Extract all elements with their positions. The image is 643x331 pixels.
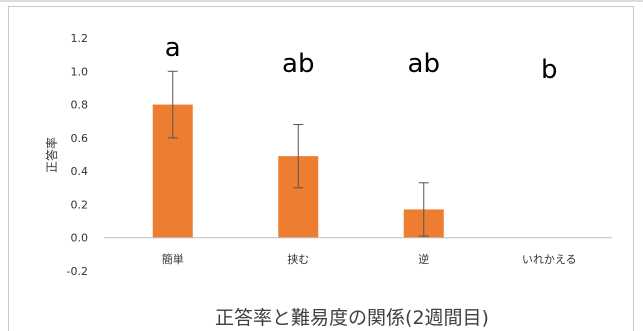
- significance-label: b: [541, 55, 558, 85]
- error-bars: [167, 70, 429, 237]
- significance-label: ab: [408, 49, 440, 79]
- y-tick-label: 0.8: [71, 99, 89, 112]
- y-tick-label: -0.2: [67, 265, 88, 278]
- y-tick-label: 0.6: [71, 132, 89, 145]
- y-axis-label: 正答率: [44, 137, 59, 173]
- chart-title: 正答率と難易度の関係(2週間目): [215, 307, 489, 329]
- significance-label: ab: [282, 49, 314, 79]
- chart-frame: [8, 6, 634, 331]
- y-tick-label: 0.0: [71, 232, 89, 245]
- x-category-label: 挟む: [287, 252, 309, 266]
- significance-labels: a ab ab b: [165, 33, 558, 85]
- y-axis-ticks: 1.2 1.0 0.8 0.6 0.4 0.2 0.0 -0.2: [67, 32, 88, 278]
- x-axis-categories: 簡単 挟む 逆 いれかえる: [162, 252, 577, 266]
- top-border: [0, 0, 643, 2]
- x-category-label: 逆: [418, 252, 429, 266]
- y-tick-label: 0.2: [71, 198, 89, 211]
- x-category-label: いれかえる: [522, 253, 577, 266]
- y-tick-label: 0.4: [71, 165, 89, 178]
- y-tick-label: 1.2: [71, 32, 89, 45]
- x-category-label: 簡単: [162, 252, 184, 266]
- significance-label: a: [165, 33, 181, 63]
- y-tick-label: 1.0: [71, 65, 89, 78]
